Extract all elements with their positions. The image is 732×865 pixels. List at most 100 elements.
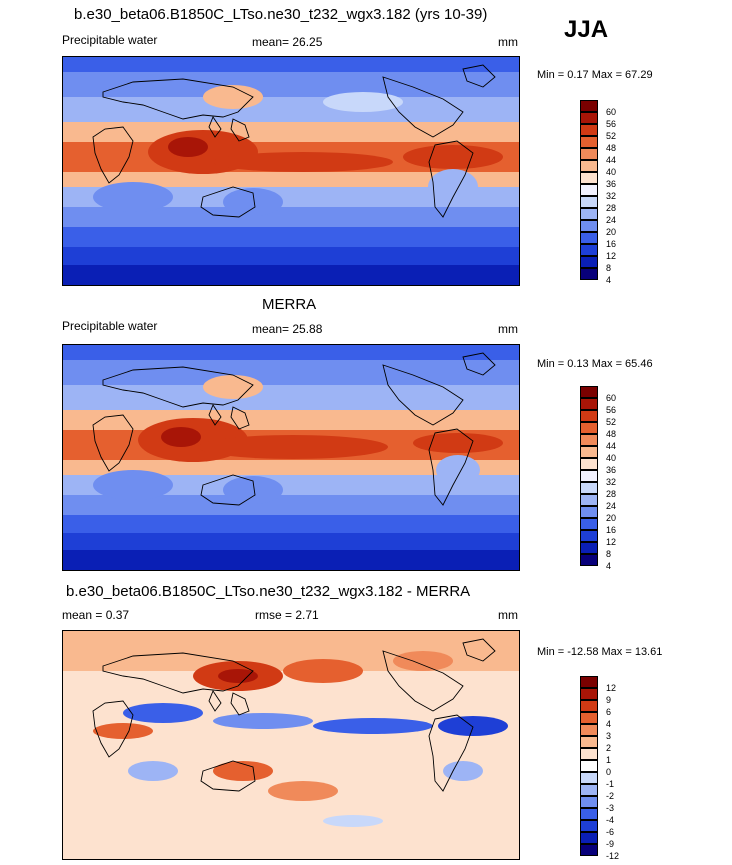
panel3-cbar-label: 4 <box>606 719 612 729</box>
panel1-cbar-box <box>580 196 598 208</box>
panel3-cbar-box <box>580 772 598 784</box>
panel3-cbar-box <box>580 808 598 820</box>
panel2-cbar-box <box>580 398 598 410</box>
panel3-cbar-box <box>580 712 598 724</box>
panel1-cbar-label: 48 <box>606 143 617 153</box>
panel3-cbar-label: -12 <box>606 851 620 861</box>
panel1-cbar-label: 56 <box>606 119 617 129</box>
panel1-cbar-label: 20 <box>606 227 617 237</box>
panel1-cbar-box <box>580 268 598 280</box>
panel1-units-label: mm <box>498 35 518 49</box>
panel2-cbar-box <box>580 458 598 470</box>
panel1-cbar-label: 24 <box>606 215 617 225</box>
panel1-cbar-box <box>580 160 598 172</box>
panel1-blobs <box>93 85 503 216</box>
panel3-cbar-label: -9 <box>606 839 615 849</box>
panel2-cbar-label: 44 <box>606 441 617 451</box>
season-label: JJA <box>564 16 609 43</box>
panel2-cbar-box <box>580 422 598 434</box>
panel1-cbar-label: 52 <box>606 131 617 141</box>
panel2-minmax-label: Min = 0.13 Max = 65.46 <box>537 358 653 370</box>
panel1-cbar-label: 40 <box>606 167 617 177</box>
panel2-cbar-label: 24 <box>606 501 617 511</box>
panel3-cbar-box <box>580 724 598 736</box>
panel1-cbar-box <box>580 124 598 136</box>
panel3-cbar-box <box>580 676 598 688</box>
panel2-blobs <box>93 375 503 504</box>
panel1-cbar-box <box>580 100 598 112</box>
panel3-map-svg <box>63 631 519 859</box>
panel3-cbar-box <box>580 820 598 832</box>
panel1-map <box>62 56 520 286</box>
panel2-map <box>62 344 520 571</box>
panel3-cbar-label: 0 <box>606 767 612 777</box>
panel3-coastlines <box>92 638 496 792</box>
panel2-cbar-label: 48 <box>606 429 617 439</box>
panel1-minmax-label: Min = 0.17 Max = 67.29 <box>537 69 653 81</box>
panel2-map-svg <box>63 345 519 570</box>
panel3-minmax-label: Min = -12.58 Max = 13.61 <box>537 646 663 658</box>
panel3-cbar-box <box>580 796 598 808</box>
panel1-cbar-box <box>580 244 598 256</box>
panel2-coastlines <box>92 352 496 506</box>
panel2-cbar-label: 8 <box>606 549 612 559</box>
panel3-units-label: mm <box>498 608 518 622</box>
panel2-cbar-box <box>580 410 598 422</box>
panel2-cbar-box <box>580 506 598 518</box>
panel1-cbar-label: 44 <box>606 155 617 165</box>
panel1-cbar-box <box>580 220 598 232</box>
panel2-cbar-label: 28 <box>606 489 617 499</box>
panel2-cbar-box <box>580 470 598 482</box>
panel1-mean-label: mean= 26.25 <box>252 35 323 49</box>
panel1-cbar-box <box>580 184 598 196</box>
panel1-map-svg <box>63 57 519 285</box>
panel2-cbar-box <box>580 482 598 494</box>
panel3-cbar-label: 3 <box>606 731 612 741</box>
panel3-cbar-box <box>580 736 598 748</box>
panel3-cbar-box <box>580 700 598 712</box>
panel3-cbar-box <box>580 844 598 856</box>
panel2-units-label: mm <box>498 322 518 336</box>
panel2-cbar-label: 56 <box>606 405 617 415</box>
panel1-cbar-label: 12 <box>606 251 617 261</box>
panel1-cbar-label: 28 <box>606 203 617 213</box>
panel1-coastlines <box>92 64 496 218</box>
panel2-cbar-label: 4 <box>606 561 612 571</box>
panel3-cbar-label: -3 <box>606 803 615 813</box>
panel2-cbar-box <box>580 554 598 566</box>
panel3-title: b.e30_beta06.B1850C_LTso.ne30_t232_wgx3.… <box>66 583 471 600</box>
panel3-cbar-box <box>580 748 598 760</box>
panel1-cbar-box <box>580 172 598 184</box>
panel3-cbar-label: 12 <box>606 683 617 693</box>
panel2-cbar-label: 36 <box>606 465 617 475</box>
panel2-cbar-box <box>580 386 598 398</box>
panel1-cbar-box <box>580 148 598 160</box>
panel2-cbar-box <box>580 434 598 446</box>
panel3-cbar-label: 9 <box>606 695 612 705</box>
panel3-cbar-label: -6 <box>606 827 615 837</box>
panel3-cbar-label: 2 <box>606 743 612 753</box>
panel3-cbar-label: -2 <box>606 791 615 801</box>
panel2-cbar-label: 20 <box>606 513 617 523</box>
panel1-cbar-box <box>580 232 598 244</box>
panel2-cbar-label: 32 <box>606 477 617 487</box>
panel1-cbar-label: 16 <box>606 239 617 249</box>
panel2-title: MERRA <box>262 296 317 313</box>
panel2-mean-label: mean= 25.88 <box>252 322 323 336</box>
panel1-variable-label: Precipitable water <box>62 33 158 47</box>
panel2-cbar-box <box>580 518 598 530</box>
panel3-mean-label: mean = 0.37 <box>62 608 130 622</box>
panel2-cbar-label: 60 <box>606 393 617 403</box>
panel1-cbar-box <box>580 256 598 268</box>
panel3-cbar-label: 1 <box>606 755 612 765</box>
panel3-cbar-box <box>580 760 598 772</box>
panel2-cbar-box <box>580 446 598 458</box>
panel2-cbar-label: 12 <box>606 537 617 547</box>
panel2-cbar-box <box>580 494 598 506</box>
panel2-cbar-box <box>580 542 598 554</box>
panel1-cbar-label: 36 <box>606 179 617 189</box>
panel3-cbar-box <box>580 688 598 700</box>
panel1-cbar-label: 32 <box>606 191 617 201</box>
panel3-cbar-box <box>580 832 598 844</box>
panel2-cbar-box <box>580 530 598 542</box>
